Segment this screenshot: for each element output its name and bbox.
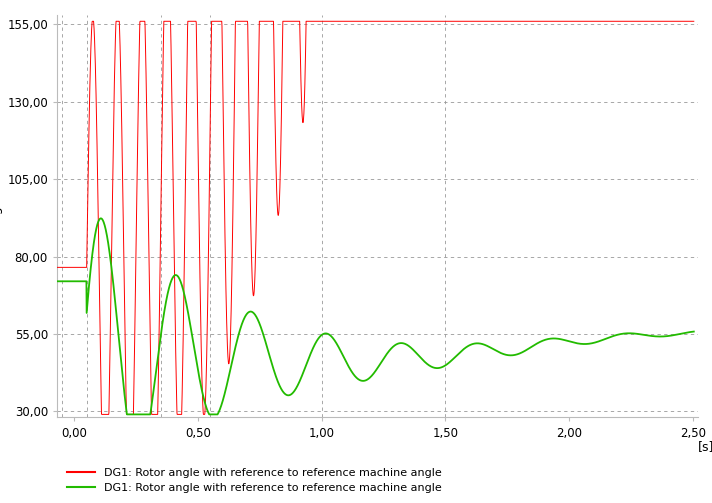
Text: [s]: [s] — [698, 440, 712, 453]
Legend: DG1: Rotor angle with reference to reference machine angle, DG1: Rotor angle wit: DG1: Rotor angle with reference to refer… — [63, 463, 446, 498]
Y-axis label: [deg]: [deg] — [0, 200, 1, 233]
